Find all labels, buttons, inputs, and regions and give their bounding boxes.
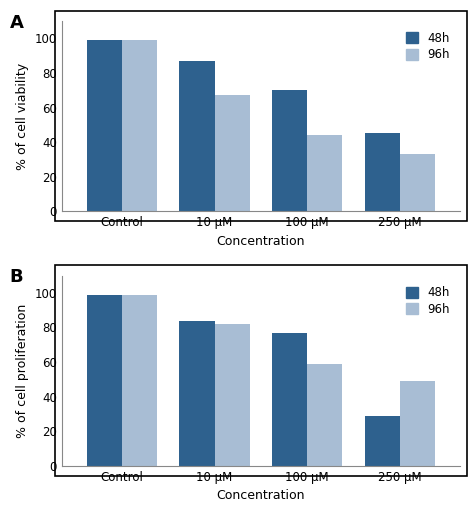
Bar [179, 61, 215, 211]
Bar [179, 320, 215, 466]
Bar [307, 364, 342, 466]
Bar [215, 324, 250, 466]
Bar [307, 135, 342, 211]
Bar [365, 415, 400, 466]
Bar [272, 90, 307, 211]
X-axis label: Concentration: Concentration [217, 489, 305, 502]
Text: A: A [10, 13, 24, 31]
Text: B: B [10, 268, 24, 286]
X-axis label: Concentration: Concentration [217, 235, 305, 248]
Bar [122, 40, 157, 211]
Legend: 48h, 96h: 48h, 96h [401, 282, 454, 320]
Bar [272, 333, 307, 466]
Bar [400, 381, 435, 466]
Bar [122, 295, 157, 466]
Bar [365, 134, 400, 211]
Legend: 48h, 96h: 48h, 96h [401, 27, 454, 66]
Bar [400, 154, 435, 211]
Bar [215, 95, 250, 211]
Y-axis label: % of cell viability: % of cell viability [16, 62, 29, 170]
Bar [87, 40, 122, 211]
Bar [87, 295, 122, 466]
Y-axis label: % of cell proliferation: % of cell proliferation [16, 303, 29, 438]
